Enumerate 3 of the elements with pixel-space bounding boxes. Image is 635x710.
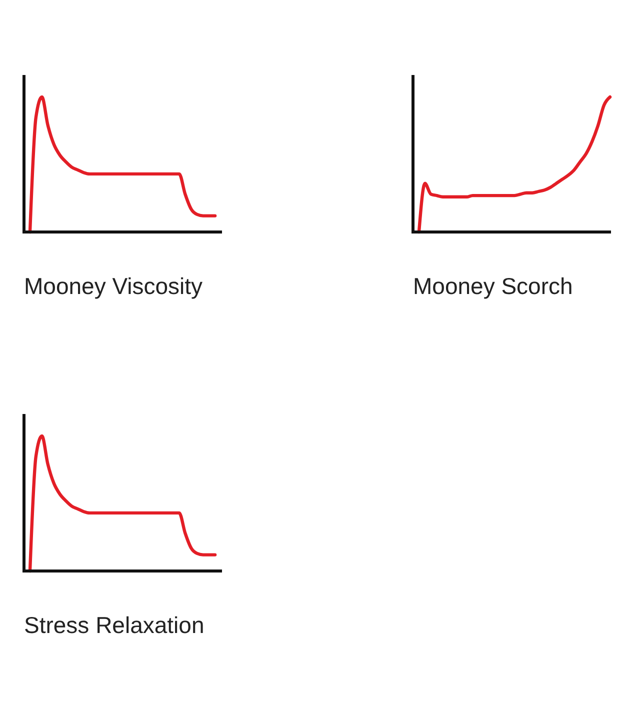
text: Stress Relaxation — [24, 612, 204, 638]
text: Mooney Scorch — [413, 273, 573, 299]
text: Mooney Viscosity — [24, 273, 204, 299]
